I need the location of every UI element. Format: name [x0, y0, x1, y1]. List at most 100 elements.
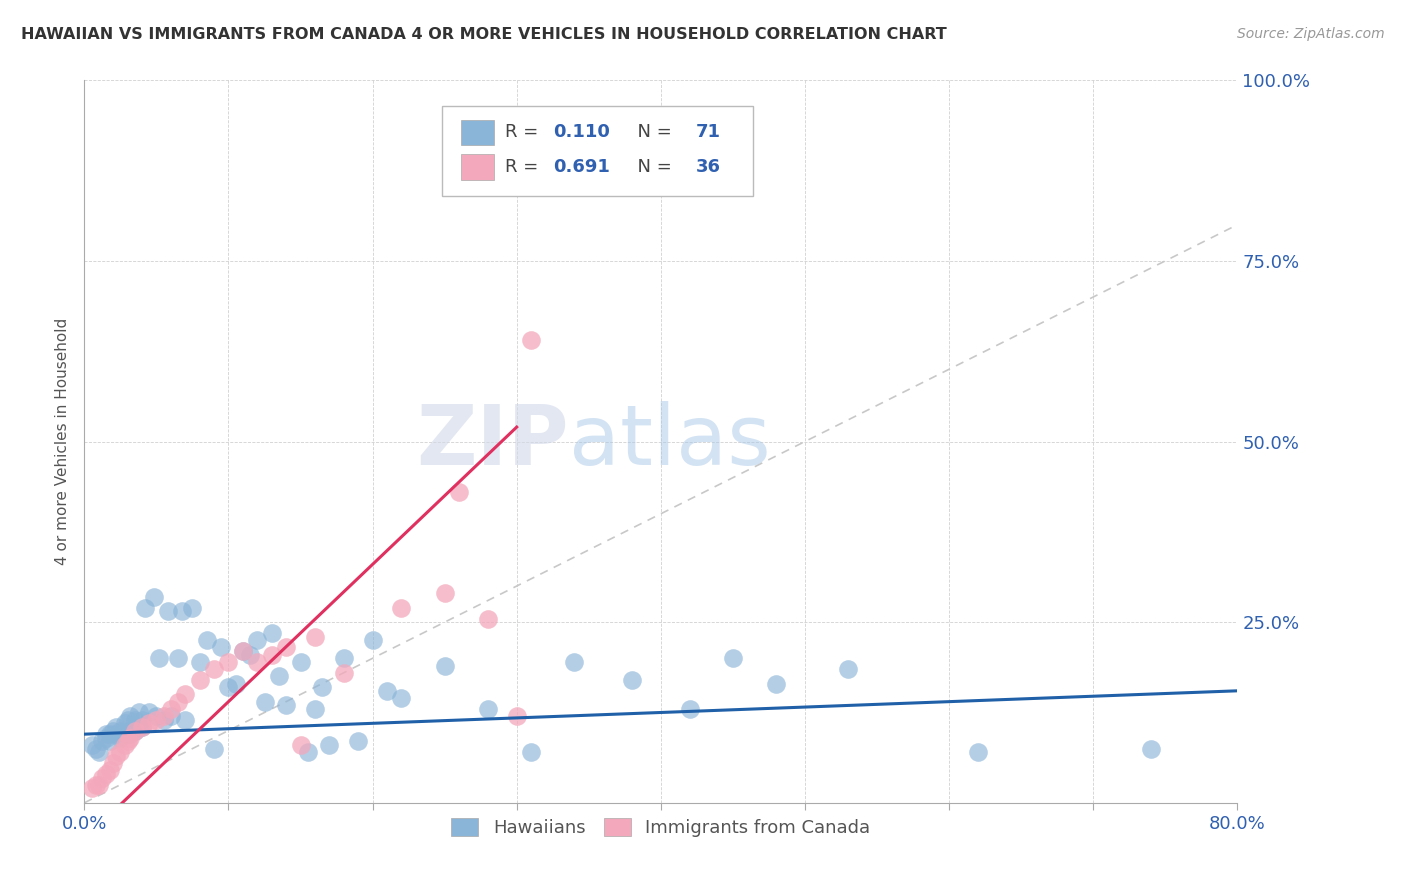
Point: [304, 702, 326, 716]
Point: [621, 673, 644, 687]
Point: [87, 778, 110, 792]
Point: [90, 771, 112, 785]
Point: [967, 745, 990, 759]
Point: [477, 611, 499, 625]
Point: [117, 734, 139, 748]
Point: [114, 716, 136, 731]
Point: [276, 698, 298, 713]
Point: [152, 709, 174, 723]
Point: [172, 604, 194, 618]
Point: [202, 662, 225, 676]
Point: [290, 738, 312, 752]
Point: [260, 648, 283, 662]
Text: R =: R =: [505, 158, 544, 176]
Point: [375, 683, 398, 698]
Point: [318, 738, 340, 752]
Point: [131, 720, 153, 734]
Text: 0.110: 0.110: [554, 123, 610, 141]
Point: [124, 713, 146, 727]
Point: [311, 680, 333, 694]
Point: [90, 734, 112, 748]
Legend: Hawaiians, Immigrants from Canada: Hawaiians, Immigrants from Canada: [444, 811, 877, 845]
Point: [267, 669, 290, 683]
Point: [202, 741, 225, 756]
Point: [128, 720, 150, 734]
Text: atlas: atlas: [568, 401, 770, 482]
Point: [117, 723, 139, 738]
Point: [142, 590, 165, 604]
Point: [84, 778, 107, 792]
Point: [679, 702, 702, 716]
Point: [120, 727, 142, 741]
Point: [103, 723, 124, 738]
Point: [138, 716, 160, 731]
Point: [134, 600, 156, 615]
Point: [347, 734, 370, 748]
FancyBboxPatch shape: [441, 105, 754, 196]
Point: [433, 586, 456, 600]
Point: [167, 651, 190, 665]
Text: 36: 36: [696, 158, 720, 176]
Point: [145, 709, 167, 723]
Point: [105, 727, 128, 741]
Point: [124, 723, 146, 738]
Point: [195, 633, 218, 648]
Point: [297, 745, 319, 759]
Text: Source: ZipAtlas.com: Source: ZipAtlas.com: [1237, 27, 1385, 41]
Point: [232, 644, 254, 658]
Point: [218, 655, 240, 669]
Point: [94, 731, 117, 745]
Point: [124, 723, 146, 738]
Point: [94, 767, 117, 781]
Text: R =: R =: [505, 123, 544, 141]
Point: [290, 655, 312, 669]
Point: [80, 738, 103, 752]
Point: [239, 648, 262, 662]
Point: [304, 630, 326, 644]
Point: [138, 706, 160, 720]
Point: [110, 723, 132, 738]
Point: [128, 706, 150, 720]
Point: [276, 640, 298, 655]
Point: [131, 713, 153, 727]
Point: [98, 727, 121, 741]
Point: [110, 731, 132, 745]
Point: [188, 655, 211, 669]
Point: [98, 734, 121, 748]
Point: [477, 702, 499, 716]
Point: [1140, 741, 1163, 756]
Point: [160, 702, 183, 716]
Point: [246, 633, 269, 648]
Point: [391, 600, 413, 615]
Point: [433, 658, 456, 673]
Point: [120, 709, 142, 723]
Point: [114, 738, 136, 752]
Point: [152, 713, 174, 727]
Point: [209, 640, 232, 655]
Text: N =: N =: [626, 123, 678, 141]
Text: HAWAIIAN VS IMMIGRANTS FROM CANADA 4 OR MORE VEHICLES IN HOUSEHOLD CORRELATION C: HAWAIIAN VS IMMIGRANTS FROM CANADA 4 OR …: [21, 27, 946, 42]
Point: [218, 680, 240, 694]
Point: [564, 655, 586, 669]
Point: [160, 709, 183, 723]
Point: [333, 665, 356, 680]
Point: [110, 745, 132, 759]
Point: [506, 709, 529, 723]
Point: [225, 676, 247, 690]
Point: [94, 727, 117, 741]
Point: [145, 713, 167, 727]
Point: [98, 764, 121, 778]
Point: [174, 713, 197, 727]
FancyBboxPatch shape: [461, 154, 494, 179]
Y-axis label: 4 or more Vehicles in Household: 4 or more Vehicles in Household: [55, 318, 70, 566]
Point: [721, 651, 744, 665]
FancyBboxPatch shape: [461, 120, 494, 145]
Text: 71: 71: [696, 123, 720, 141]
Point: [253, 695, 276, 709]
Point: [181, 600, 204, 615]
Point: [156, 604, 179, 618]
Text: N =: N =: [626, 158, 678, 176]
Point: [114, 727, 136, 741]
Point: [148, 651, 170, 665]
Point: [260, 626, 283, 640]
